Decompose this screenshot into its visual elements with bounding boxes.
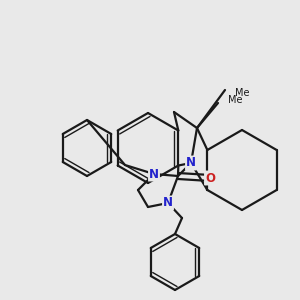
Text: Me: Me: [228, 95, 242, 105]
Text: Me: Me: [235, 88, 250, 98]
Text: O: O: [205, 172, 215, 184]
Text: N: N: [149, 167, 159, 181]
Text: N: N: [186, 157, 196, 169]
Text: N: N: [163, 196, 173, 209]
